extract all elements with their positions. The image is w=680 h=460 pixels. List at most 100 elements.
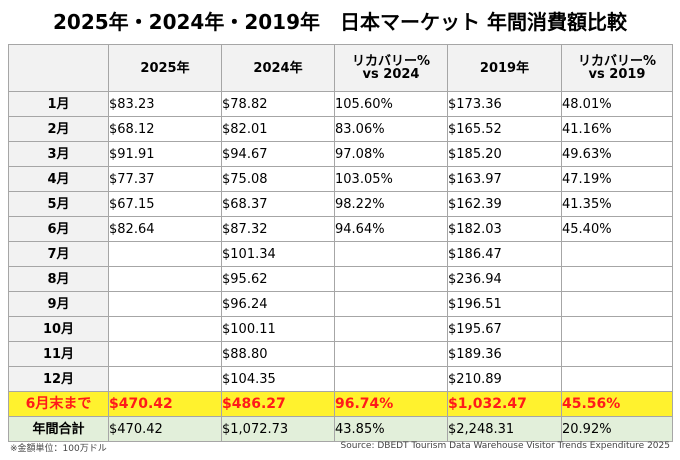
value-2025: $77.37 — [108, 166, 222, 192]
value-2024: $82.01 — [221, 116, 335, 142]
value-2024: $75.08 — [221, 166, 335, 192]
table-row: 4月 $77.37 $75.08 103.05% $163.97 47.19% — [8, 166, 673, 192]
recovery-2024: 103.05% — [334, 166, 448, 192]
value-2025 — [108, 341, 222, 367]
value-2025 — [108, 291, 222, 317]
month-label: 2月 — [8, 116, 109, 142]
value-2024: $78.82 — [221, 91, 335, 117]
total-2025: $470.42 — [108, 416, 222, 442]
value-2019: $186.47 — [447, 241, 562, 267]
value-2025 — [108, 266, 222, 292]
value-2019: $210.89 — [447, 366, 562, 392]
header-corner — [8, 44, 109, 92]
header-2025: 2025年 — [108, 44, 222, 92]
recovery-2024 — [334, 366, 448, 392]
table-row: 7月 $101.34 $186.47 — [8, 241, 673, 267]
value-2025: $91.91 — [108, 141, 222, 167]
unit-note: ※金額単位：100万ドル — [10, 444, 107, 454]
table-row: 1月 $83.23 $78.82 105.60% $173.36 48.01% — [8, 91, 673, 117]
value-2025: $67.15 — [108, 191, 222, 217]
header-2019: 2019年 — [447, 44, 562, 92]
value-2024: $87.32 — [221, 216, 335, 242]
table-row: 10月 $100.11 $195.67 — [8, 316, 673, 342]
table-row: 11月 $88.80 $189.36 — [8, 341, 673, 367]
recovery-2024: 97.08% — [334, 141, 448, 167]
value-2019: $162.39 — [447, 191, 562, 217]
header-recovery-vs-2024: リカバリー% vs 2024 — [334, 44, 448, 92]
recovery-2024: 105.60% — [334, 91, 448, 117]
recovery-2024 — [334, 266, 448, 292]
month-label: 6月 — [8, 216, 109, 242]
month-label: 4月 — [8, 166, 109, 192]
value-2024: $94.67 — [221, 141, 335, 167]
month-label: 5月 — [8, 191, 109, 217]
month-label: 1月 — [8, 91, 109, 117]
value-2019: $185.20 — [447, 141, 562, 167]
value-2024: $68.37 — [221, 191, 335, 217]
recovery-2019 — [561, 341, 673, 367]
subtotal-label: 6月末まで — [8, 391, 109, 417]
value-2024: $104.35 — [221, 366, 335, 392]
subtotal-recovery-2024: 96.74% — [334, 391, 448, 417]
value-2019: $163.97 — [447, 166, 562, 192]
value-2025: $82.64 — [108, 216, 222, 242]
month-label: 7月 — [8, 241, 109, 267]
value-2019: $195.67 — [447, 316, 562, 342]
value-2019: $189.36 — [447, 341, 562, 367]
table-row: 8月 $95.62 $236.94 — [8, 266, 673, 292]
total-2019: $2,248.31 — [447, 416, 562, 442]
subtotal-recovery-2019: 45.56% — [561, 391, 673, 417]
value-2024: $96.24 — [221, 291, 335, 317]
subtotal-2024: $486.27 — [221, 391, 335, 417]
table-row: 12月 $104.35 $210.89 — [8, 366, 673, 392]
table-row: 5月 $67.15 $68.37 98.22% $162.39 41.35% — [8, 191, 673, 217]
value-2019: $182.03 — [447, 216, 562, 242]
value-2024: $100.11 — [221, 316, 335, 342]
recovery-2019 — [561, 291, 673, 317]
recovery-2024 — [334, 341, 448, 367]
month-label: 9月 — [8, 291, 109, 317]
page-title: 2025年・2024年・2019年 日本マーケット 年間消費額比較 — [53, 10, 627, 34]
total-2024: $1,072.73 — [221, 416, 335, 442]
recovery-2024 — [334, 316, 448, 342]
total-label: 年間合計 — [8, 416, 109, 442]
source-note: Source: DBEDT Tourism Data Warehouse Vis… — [340, 441, 670, 451]
recovery-2024 — [334, 291, 448, 317]
recovery-2024: 94.64% — [334, 216, 448, 242]
recovery-2019 — [561, 241, 673, 267]
month-label: 10月 — [8, 316, 109, 342]
value-2025 — [108, 316, 222, 342]
month-label: 3月 — [8, 141, 109, 167]
recovery-2019: 48.01% — [561, 91, 673, 117]
subtotal-2025: $470.42 — [108, 391, 222, 417]
recovery-2019 — [561, 316, 673, 342]
table-row: 9月 $96.24 $196.51 — [8, 291, 673, 317]
value-2025 — [108, 241, 222, 267]
value-2019: $165.52 — [447, 116, 562, 142]
recovery-2024 — [334, 241, 448, 267]
subtotal-row: 6月末まで $470.42 $486.27 96.74% $1,032.47 4… — [8, 391, 673, 417]
month-label: 12月 — [8, 366, 109, 392]
recovery-2019: 45.40% — [561, 216, 673, 242]
expenditure-table: 2025年 2024年 リカバリー% vs 2024 2019年 リカバリー% vs… — [8, 44, 673, 442]
subtotal-2019: $1,032.47 — [447, 391, 562, 417]
month-label: 8月 — [8, 266, 109, 292]
table-row: 2月 $68.12 $82.01 83.06% $165.52 41.16% — [8, 116, 673, 142]
table-header-row: 2025年 2024年 リカバリー% vs 2024 2019年 リカバリー% vs… — [8, 44, 673, 92]
month-label: 11月 — [8, 341, 109, 367]
table-row: 6月 $82.64 $87.32 94.64% $182.03 45.40% — [8, 216, 673, 242]
total-recovery-2024: 43.85% — [334, 416, 448, 442]
recovery-2024: 83.06% — [334, 116, 448, 142]
recovery-2019 — [561, 266, 673, 292]
value-2024: $101.34 — [221, 241, 335, 267]
table-row: 3月 $91.91 $94.67 97.08% $185.20 49.63% — [8, 141, 673, 167]
value-2019: $173.36 — [447, 91, 562, 117]
value-2019: $236.94 — [447, 266, 562, 292]
value-2019: $196.51 — [447, 291, 562, 317]
value-2025 — [108, 366, 222, 392]
header-recovery-vs-2019: リカバリー% vs 2019 — [561, 44, 673, 92]
value-2024: $95.62 — [221, 266, 335, 292]
total-recovery-2019: 20.92% — [561, 416, 673, 442]
recovery-2019: 47.19% — [561, 166, 673, 192]
recovery-2019: 49.63% — [561, 141, 673, 167]
